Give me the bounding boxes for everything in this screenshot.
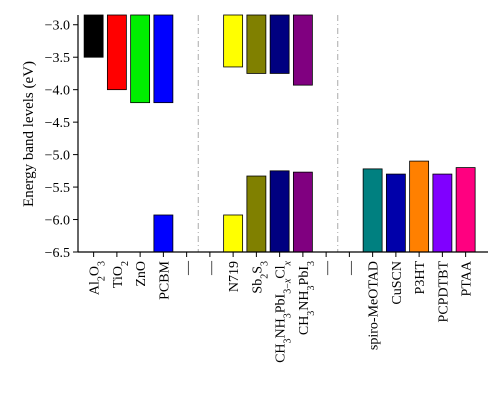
plot-area bbox=[83, 14, 476, 253]
bar-N719-6 bbox=[223, 14, 244, 68]
bar-PTAA-17 bbox=[455, 167, 476, 253]
x-tick-label-0: Al2O3 bbox=[88, 261, 108, 295]
x-tick-label-8: CH3NH3PbI3−xClx bbox=[274, 260, 294, 362]
y-tick-label-0: −3.0 bbox=[45, 19, 70, 34]
bar-spiroMeOTAD-13 bbox=[362, 168, 383, 253]
x-tick-label-10: — bbox=[320, 260, 335, 276]
y-tick-label-2: −4.0 bbox=[45, 84, 70, 99]
bar-CH3NH3PbI3xClx-9 bbox=[269, 14, 290, 74]
y-tick-label-1: −3.5 bbox=[45, 51, 70, 66]
x-tick-label-2: ZnO bbox=[134, 261, 149, 287]
x-tick-label-14: P3HT bbox=[413, 261, 428, 295]
bar-CH3NH3PbI3-12 bbox=[292, 171, 313, 253]
bar-PCBM-4 bbox=[153, 214, 174, 253]
y-tick-label-6: −6.0 bbox=[45, 214, 70, 229]
y-tick-label-3: −4.5 bbox=[45, 116, 70, 131]
x-tick-label-7: Sb2S3 bbox=[250, 261, 270, 294]
bar-Sb2S3-7 bbox=[246, 14, 267, 74]
bar-Al2O3-0 bbox=[83, 14, 104, 58]
bar-N719-5 bbox=[223, 214, 244, 253]
x-tick-label-4: — bbox=[181, 260, 196, 276]
y-tick-label-7: −6.5 bbox=[45, 246, 70, 261]
bar-PCBM-3 bbox=[153, 14, 174, 104]
bar-TiO2-1 bbox=[106, 14, 127, 91]
bar-CH3NH3PbI3-11 bbox=[292, 14, 313, 86]
bar-CuSCN-14 bbox=[385, 173, 406, 253]
bar-Sb2S3-8 bbox=[246, 175, 267, 253]
bar-ZnO-2 bbox=[130, 14, 151, 104]
x-tick-label-9: CH3NH3PbI3 bbox=[297, 261, 317, 335]
bar-PCPDTBT-16 bbox=[432, 173, 453, 253]
x-tick-label-12: spiro-MeOTAD bbox=[367, 261, 382, 350]
bar-CH3NH3PbI3xClx-10 bbox=[269, 170, 290, 253]
x-tick-label-6: N719 bbox=[227, 261, 242, 292]
x-tick-label-1: TiO2 bbox=[111, 261, 131, 288]
y-tick-label-5: −5.5 bbox=[45, 181, 70, 196]
x-tick-label-15: PCPDTBT bbox=[436, 261, 451, 323]
axes: −3.0 −3.5 −4.0 −4.5 −5.0 −5.5 −6.0 −6.5 Al2O3TiO… bbox=[45, 15, 488, 363]
y-tick-label-4: −5.0 bbox=[45, 149, 70, 164]
y-axis-title: Energy band levels (eV) bbox=[21, 61, 37, 207]
x-tick-label-5: — bbox=[204, 260, 219, 276]
bar-P3HT-15 bbox=[409, 160, 430, 253]
x-tick-label-13: CuSCN bbox=[390, 261, 405, 305]
x-tick-label-3: PCBM bbox=[157, 260, 172, 299]
x-tick-label-11: — bbox=[343, 260, 358, 276]
x-tick-label-16: PTAA bbox=[460, 260, 475, 296]
